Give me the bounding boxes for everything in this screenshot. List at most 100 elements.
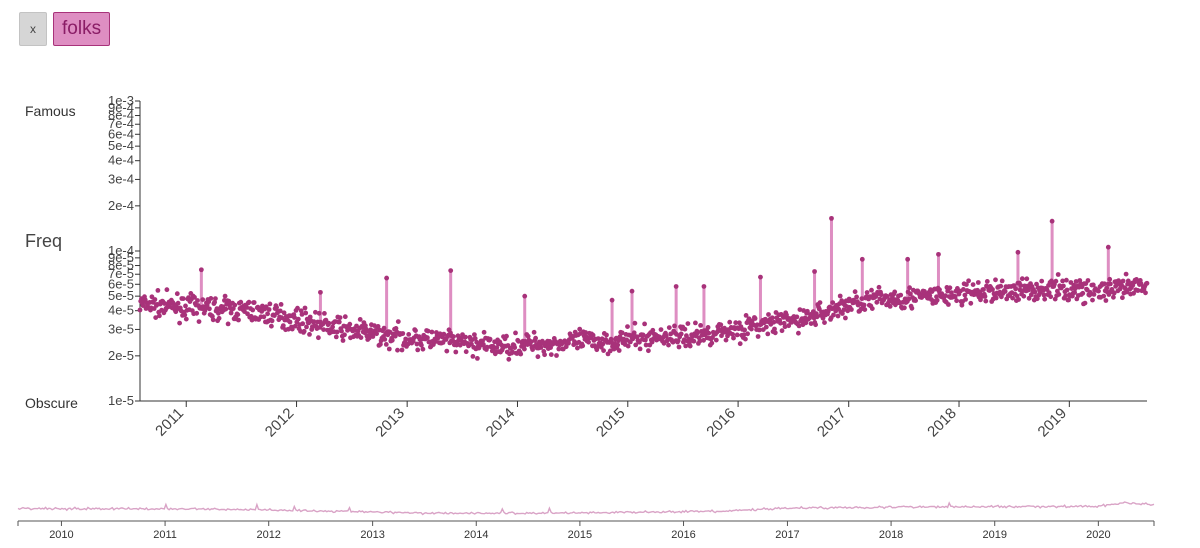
data-point: [425, 335, 430, 341]
spike-point: [1105, 244, 1111, 250]
data-point: [392, 333, 398, 339]
data-point: [378, 341, 383, 347]
data-point: [1080, 290, 1086, 296]
data-point: [1016, 297, 1021, 302]
data-point: [1144, 280, 1150, 286]
data-point: [1034, 281, 1039, 287]
data-point: [472, 336, 478, 341]
data-point: [625, 324, 630, 329]
data-point: [633, 342, 639, 348]
data-point: [441, 331, 447, 337]
data-point: [1090, 282, 1096, 288]
data-point: [316, 335, 321, 341]
spike-point: [318, 289, 323, 295]
data-point: [300, 321, 306, 327]
data-point: [538, 345, 544, 350]
data-point: [1120, 295, 1125, 301]
data-point: [782, 324, 788, 330]
data-point: [642, 321, 647, 327]
data-point: [981, 287, 986, 292]
data-point: [494, 345, 500, 350]
y-tick-label: 5e-5: [108, 288, 134, 303]
data-point: [321, 327, 326, 332]
data-point: [316, 310, 322, 316]
y-tick-label: 8e-4: [108, 108, 134, 123]
data-point: [666, 342, 671, 348]
overview-x-tick-label: 2017: [775, 529, 799, 541]
data-point: [393, 326, 399, 331]
data-point: [1055, 272, 1061, 277]
data-point: [862, 307, 868, 312]
data-point: [765, 331, 771, 337]
data-point: [663, 333, 669, 339]
data-point: [583, 330, 588, 335]
data-point: [789, 319, 795, 325]
data-point: [616, 348, 622, 353]
data-point: [650, 327, 656, 333]
remove-term-button[interactable]: x: [19, 12, 47, 46]
frequency-chart[interactable]: 1e-39e-48e-47e-46e-45e-44e-4 3e-4 2e-4 1e-4…: [0, 0, 1200, 460]
data-point: [1056, 292, 1062, 297]
data-point: [743, 313, 749, 318]
data-point: [368, 327, 374, 333]
famous-label: Famous: [25, 103, 76, 119]
data-point: [389, 337, 395, 343]
data-point: [194, 310, 200, 316]
data-point: [672, 323, 677, 329]
data-point: [755, 334, 761, 339]
data-point: [741, 332, 747, 338]
data-point: [876, 284, 882, 290]
data-point: [504, 333, 509, 339]
data-point: [245, 311, 250, 317]
data-point: [246, 299, 252, 305]
data-point: [734, 332, 740, 338]
data-point: [706, 330, 712, 336]
data-point: [413, 328, 418, 333]
data-point: [600, 341, 606, 347]
spike-point: [1015, 249, 1021, 255]
spike-point: [609, 297, 615, 303]
data-point: [336, 319, 342, 325]
data-point: [395, 319, 401, 324]
term-chip[interactable]: folks: [53, 12, 111, 46]
data-point: [1064, 277, 1069, 283]
data-point: [513, 330, 518, 336]
y-tick-label: 9e-4: [108, 100, 134, 115]
data-point: [1108, 281, 1113, 287]
data-point: [1002, 289, 1008, 294]
data-point: [164, 287, 170, 293]
data-point: [414, 341, 420, 347]
data-point: [808, 321, 814, 326]
data-point: [607, 348, 613, 354]
data-point: [299, 312, 305, 317]
data-point: [403, 336, 409, 342]
data-point: [1021, 293, 1027, 299]
data-point: [330, 324, 335, 330]
data-point: [429, 329, 435, 335]
data-point: [590, 332, 596, 338]
data-point: [970, 282, 976, 287]
data-point: [528, 339, 534, 345]
data-point: [874, 299, 880, 305]
y-tick-label: 7e-4: [108, 116, 134, 131]
data-point: [869, 287, 874, 293]
data-point: [737, 341, 743, 347]
y-tick-label: 2e-4: [108, 198, 134, 213]
data-point: [947, 285, 953, 291]
data-point: [586, 339, 591, 345]
data-point: [946, 302, 951, 307]
data-point: [155, 288, 161, 293]
data-point: [307, 314, 313, 320]
overview-x-axis: 2010 2011 2012 2013 2014 2015 2016 2017 2018 2019…: [17, 520, 1155, 541]
data-point: [763, 324, 769, 330]
overview-x-tick-label: 2011: [153, 529, 177, 541]
data-point: [475, 356, 480, 361]
data-point: [1061, 283, 1066, 289]
data-point: [1101, 293, 1107, 299]
data-point: [730, 332, 736, 337]
data-point: [658, 327, 664, 332]
data-point: [374, 331, 379, 337]
data-point: [1034, 296, 1040, 302]
data-point: [1026, 295, 1032, 301]
